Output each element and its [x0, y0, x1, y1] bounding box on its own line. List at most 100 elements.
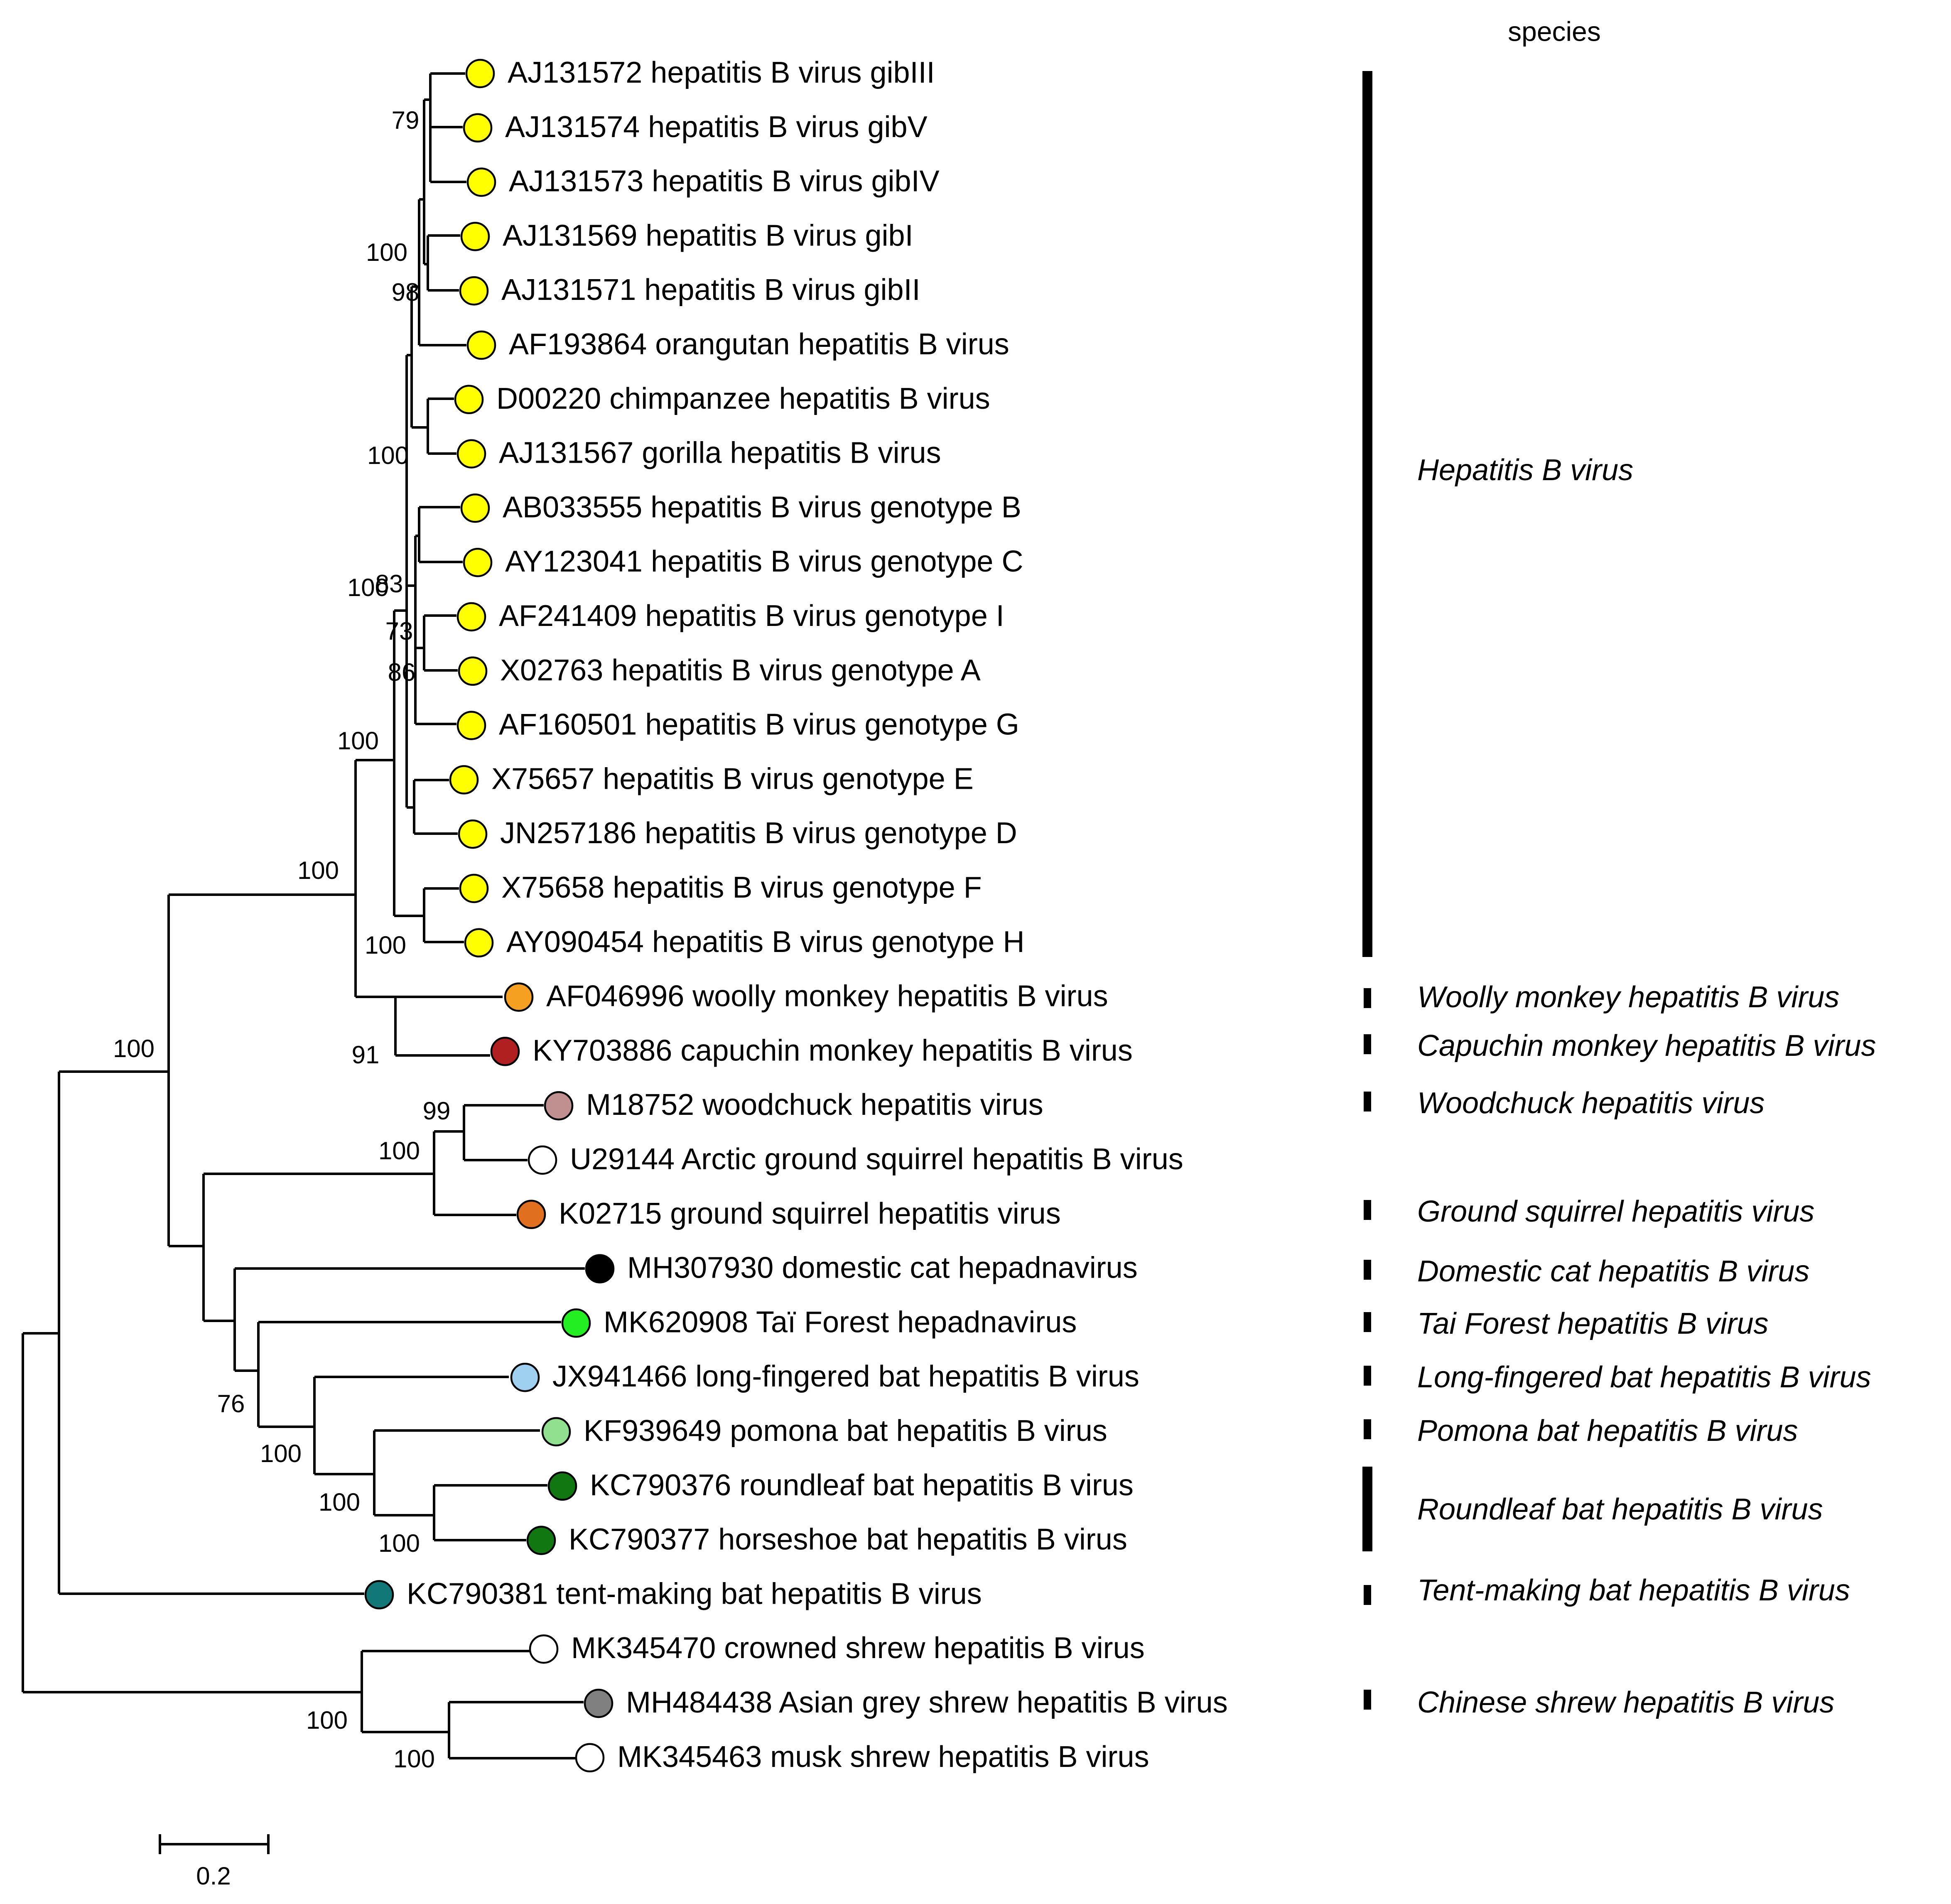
leaf-label: MH307930 domestic cat hepadnavirus — [627, 1251, 1138, 1285]
species-label: Domestic cat hepatitis B virus — [1417, 1255, 1809, 1288]
leaf-label: M18752 woodchuck hepatitis virus — [586, 1088, 1043, 1121]
leaf-label: D00220 chimpanzee hepatitis B virus — [496, 382, 990, 415]
leaf-label: U29144 Arctic ground squirrel hepatitis … — [570, 1143, 1183, 1176]
leaf-marker — [466, 167, 496, 197]
leaf-marker — [561, 1308, 591, 1338]
leaf-label: X75658 hepatitis B virus genotype F — [501, 871, 982, 904]
bootstrap-value: 99 — [423, 1097, 451, 1125]
species-label: Pomona bat hepatitis B virus — [1417, 1414, 1798, 1448]
species-label: Hepatitis B virus — [1417, 454, 1633, 487]
leaf-marker — [460, 222, 490, 251]
species-label: Woodchuck hepatitis virus — [1417, 1087, 1764, 1120]
leaf-marker — [575, 1743, 605, 1773]
leaf-marker — [585, 1254, 615, 1283]
species-label: Chinese shrew hepatitis B virus — [1417, 1686, 1834, 1719]
leaf-marker — [449, 765, 479, 795]
leaf-label: KY703886 capuchin monkey hepatitis B vir… — [533, 1034, 1133, 1067]
leaf-label: JX941466 long-fingered bat hepatitis B v… — [552, 1360, 1139, 1393]
leaf-label: X02763 hepatitis B virus genotype A — [500, 654, 981, 687]
tree-branches — [22, 72, 585, 1759]
species-label: Long-fingered bat hepatitis B virus — [1417, 1361, 1871, 1394]
leaf-label: AJ131571 hepatitis B virus gibII — [501, 273, 920, 307]
leaf-label: X75657 hepatitis B virus genotype E — [491, 762, 974, 795]
leaf-label: JN257186 hepatitis B virus genotype D — [500, 817, 1017, 850]
bootstrap-value: 100 — [297, 856, 339, 884]
leaf-marker — [544, 1091, 574, 1121]
leaf-marker — [504, 982, 534, 1012]
leaf-label: AJ131569 hepatitis B virus gibI — [503, 219, 913, 252]
leaf-marker — [464, 928, 494, 958]
bootstrap-value: 100 — [319, 1488, 360, 1516]
leaf-marker — [516, 1200, 546, 1229]
leaf-label: K02715 ground squirrel hepatitis virus — [559, 1197, 1061, 1230]
leaf-label: AF193864 orangutan hepatitis B virus — [509, 328, 1009, 361]
leaf-marker — [547, 1471, 577, 1501]
leaf-marker — [529, 1634, 559, 1664]
leaf-marker — [459, 873, 489, 903]
leaf-marker — [584, 1688, 614, 1718]
leaf-marker — [456, 602, 486, 632]
leaf-label: MK620908 Taï Forest hepadnavirus — [604, 1305, 1077, 1339]
bootstrap-value: 100 — [365, 931, 406, 959]
leaf-marker — [459, 276, 489, 306]
leaf-label: AJ131567 gorilla hepatitis B virus — [499, 437, 941, 470]
bootstrap-value: 100 — [306, 1706, 348, 1734]
bootstrap-value: 73 — [385, 617, 413, 645]
bootstrap-value: 100 — [378, 1137, 420, 1165]
species-label: Ground squirrel hepatitis virus — [1417, 1195, 1814, 1228]
leaf-marker — [526, 1526, 556, 1555]
leaf-marker — [458, 656, 488, 686]
leaf-marker — [541, 1417, 571, 1447]
leaf-marker — [463, 547, 493, 577]
species-label: Roundleaf bat hepatitis B virus — [1417, 1493, 1823, 1526]
leaf-label: MK345470 crowned shrew hepatitis B virus — [571, 1632, 1145, 1665]
bootstrap-value: 100 — [378, 1529, 420, 1557]
species-label: Tai Forest hepatitis B virus — [1417, 1307, 1769, 1340]
leaf-marker — [490, 1037, 520, 1066]
leaf-label: AJ131572 hepatitis B virus gibIII — [508, 56, 935, 89]
scale-label: 0.2 — [196, 1862, 231, 1890]
scale-bar — [159, 1834, 270, 1854]
species-label: Tent-making bat hepatitis B virus — [1417, 1574, 1850, 1607]
species-header: species — [1508, 16, 1601, 47]
species-label: Woolly monkey hepatitis B virus — [1417, 981, 1839, 1014]
leaf-marker — [528, 1145, 557, 1175]
leaf-label: KC790376 roundleaf bat hepatitis B virus — [590, 1469, 1134, 1502]
species-label: Capuchin monkey hepatitis B virus — [1417, 1029, 1876, 1062]
bootstrap-value: 100 — [347, 574, 389, 601]
leaf-label: AJ131574 hepatitis B virus gibV — [505, 110, 928, 144]
bootstrap-value: 91 — [352, 1041, 380, 1069]
bootstrap-value: 100 — [366, 238, 407, 266]
bootstrap-value: 79 — [392, 106, 420, 134]
leaf-marker — [364, 1580, 394, 1610]
bootstrap-value: 98 — [392, 278, 420, 306]
leaf-label: AY090454 hepatitis B virus genotype H — [506, 925, 1024, 959]
leaf-label: MK345463 musk shrew hepatitis B virus — [617, 1740, 1149, 1774]
bootstrap-value: 76 — [217, 1390, 245, 1418]
leaf-label: KC790377 horseshoe bat hepatitis B virus — [569, 1523, 1127, 1556]
bootstrap-value: 100 — [113, 1035, 155, 1062]
leaf-marker — [454, 385, 484, 415]
leaf-label: AF241409 hepatitis B virus genotype I — [499, 599, 1004, 633]
bootstrap-value: 100 — [260, 1440, 302, 1467]
leaf-label: AB033555 hepatitis B virus genotype B — [503, 491, 1021, 524]
leaf-label: AJ131573 hepatitis B virus gibIV — [509, 165, 940, 198]
leaf-marker — [456, 711, 486, 740]
leaf-marker — [510, 1362, 540, 1392]
bootstrap-value: 83 — [375, 570, 403, 598]
leaf-label: KC790381 tent-making bat hepatitis B vir… — [407, 1577, 982, 1610]
leaf-label: MH484438 Asian grey shrew hepatitis B vi… — [626, 1686, 1228, 1719]
bootstrap-value: 100 — [393, 1745, 435, 1773]
leaf-marker — [460, 493, 490, 523]
leaf-marker — [466, 330, 496, 360]
leaf-marker — [463, 113, 493, 143]
leaf-marker — [456, 439, 486, 469]
bootstrap-value: 86 — [388, 658, 416, 686]
leaf-marker — [465, 59, 495, 88]
bootstrap-value: 100 — [337, 727, 379, 755]
leaf-label: KF939649 pomona bat hepatitis B virus — [584, 1414, 1107, 1448]
leaf-label: AF160501 hepatitis B virus genotype G — [499, 708, 1019, 741]
leaf-marker — [458, 819, 488, 849]
